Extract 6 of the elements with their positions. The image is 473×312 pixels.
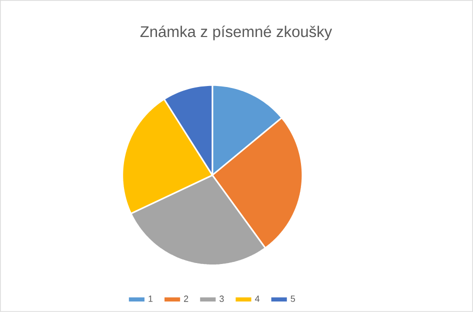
legend-label: 4 <box>254 296 260 302</box>
legend-label: 1 <box>148 296 153 302</box>
legend-label: 3 <box>220 296 224 302</box>
legend-label: 5 <box>290 296 295 302</box>
chart-title: Známka z písemné zkoušky <box>140 26 332 40</box>
legend-label: 2 <box>184 296 188 302</box>
